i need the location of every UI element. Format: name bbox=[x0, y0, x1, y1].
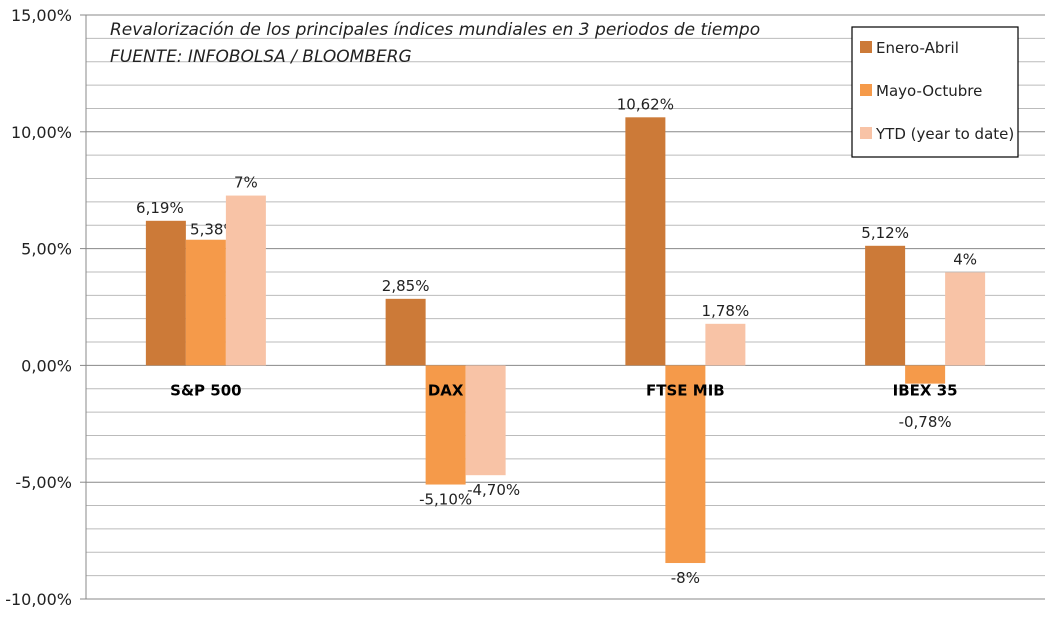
y-tick-label: 10,00% bbox=[11, 123, 72, 142]
category-label: S&P 500 bbox=[170, 381, 241, 399]
data-label: -4,70% bbox=[467, 481, 520, 499]
data-label: -0,78% bbox=[899, 413, 952, 431]
category-label: FTSE MIB bbox=[646, 381, 725, 399]
bar-ftse-mib-1 bbox=[665, 365, 706, 564]
category-label: IBEX 35 bbox=[893, 381, 958, 399]
legend-label: Mayo-Octubre bbox=[876, 82, 982, 100]
data-label: 7% bbox=[234, 174, 258, 192]
data-label: 5,12% bbox=[861, 224, 909, 242]
y-tick-label: -5,00% bbox=[15, 473, 72, 492]
bar-s-p-500-2 bbox=[225, 195, 266, 366]
data-label: 10,62% bbox=[617, 95, 674, 113]
data-label: -8% bbox=[671, 569, 700, 587]
y-tick-label: 5,00% bbox=[21, 240, 72, 259]
category-label: DAX bbox=[428, 381, 464, 399]
legend-label: Enero-Abril bbox=[876, 39, 959, 57]
bar-dax-1 bbox=[425, 365, 466, 485]
legend-label: YTD (year to date) bbox=[875, 125, 1014, 143]
bar-ftse-mib-2 bbox=[705, 323, 746, 366]
bar-dax-2 bbox=[465, 365, 506, 476]
bar-ibex-35-1 bbox=[905, 365, 946, 384]
legend-swatch bbox=[860, 84, 872, 96]
y-tick-label: 15,00% bbox=[11, 6, 72, 25]
y-axis-ticks: 15,00% 10,00% 5,00% 0,00% -5,00% -10,00% bbox=[5, 6, 86, 609]
data-label: 4% bbox=[953, 250, 977, 268]
bar-s-p-500-1 bbox=[185, 239, 226, 366]
y-tick-label: 0,00% bbox=[21, 356, 72, 375]
data-label: 5,38% bbox=[190, 221, 238, 239]
chart-subtitle: FUENTE: INFOBOLSA / BLOOMBERG bbox=[110, 47, 412, 67]
bar-s-p-500-0 bbox=[145, 220, 186, 366]
y-tick-label: -10,00% bbox=[5, 590, 72, 609]
legend-swatch bbox=[860, 41, 872, 53]
data-label: -5,10% bbox=[419, 491, 472, 509]
bar-ibex-35-2 bbox=[945, 272, 986, 366]
data-label: 1,78% bbox=[702, 302, 750, 320]
bar-dax-0 bbox=[385, 298, 426, 366]
data-label: 2,85% bbox=[382, 277, 430, 295]
bar-ibex-35-0 bbox=[865, 245, 906, 366]
bar-ftse-mib-0 bbox=[625, 117, 666, 366]
data-label: 6,19% bbox=[136, 199, 184, 217]
chart-title: Revalorización de los principales índice… bbox=[110, 20, 760, 40]
legend-swatch bbox=[860, 127, 872, 139]
bars: 6,19% 5,38% 7% 2,85% -5,10%-4,70% 10,62% -8% 1,… bbox=[136, 95, 986, 587]
legend: Enero-Abril Mayo-Octubre YTD (year to date… bbox=[851, 26, 1019, 158]
category-labels: S&P 500 DAX FTSE MIB IBEX 35 bbox=[170, 381, 957, 399]
